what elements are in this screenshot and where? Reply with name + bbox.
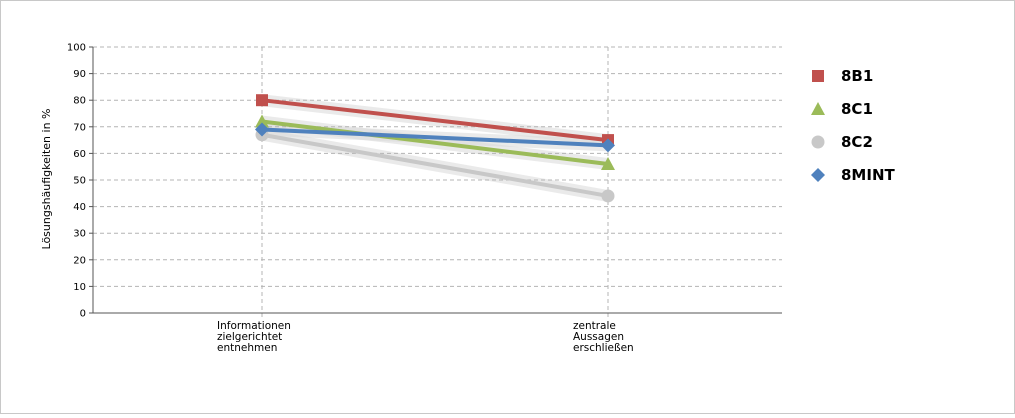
y-tick-label-10: 10 — [73, 282, 86, 293]
legend-marker-8MINT — [811, 168, 825, 182]
category-labels: Informationen zielgerichtet entnehmen zentr… — [217, 320, 634, 354]
legend-label-8C1: 8C1 — [841, 100, 873, 118]
legend-label-8MINT: 8MINT — [841, 166, 895, 184]
series-layer — [255, 94, 615, 203]
tick-labels: 0 10 20 30 40 50 60 70 80 90 100 — [67, 43, 86, 320]
series-line-8B1 — [260, 98, 610, 143]
point-8C2-1 — [601, 189, 615, 203]
point-8MINT-1 — [601, 138, 615, 153]
point-8MINT-0 — [255, 122, 269, 137]
legend-label-8C2: 8C2 — [841, 133, 873, 151]
point-8C1-0 — [255, 114, 269, 128]
y-tick-label-90: 90 — [73, 69, 86, 80]
y-tick-label-60: 60 — [73, 149, 86, 160]
x-category-label-0: Informationen zielgerichtet entnehmen — [217, 320, 291, 354]
point-8C1-1 — [601, 157, 615, 171]
legend-marker-8C1 — [811, 102, 825, 115]
y-tick-label-20: 20 — [73, 255, 86, 266]
series-line-8C2 — [260, 132, 610, 198]
series-line-8MINT — [260, 127, 610, 148]
series-line-8C1 — [260, 119, 610, 167]
y-tick-label-80: 80 — [73, 96, 86, 107]
y-tick-label-100: 100 — [67, 43, 86, 54]
point-8B1-0 — [256, 94, 268, 107]
y-tick-label-0: 0 — [80, 309, 86, 320]
y-tick-label-30: 30 — [73, 229, 86, 240]
legend-marker-8B1 — [812, 70, 824, 82]
y-tick-label-50: 50 — [73, 176, 86, 187]
legend-label-8B1: 8B1 — [841, 67, 873, 85]
legend: 8B1 8C1 8C2 8MINT — [811, 67, 895, 184]
grid-lines — [93, 46, 782, 319]
legend-item-8MINT: 8MINT — [811, 166, 895, 184]
legend-item-8C1: 8C1 — [811, 100, 873, 118]
y-tick-label-40: 40 — [73, 202, 86, 213]
x-category-label-1: zentrale Aussagen erschließen — [573, 320, 634, 354]
y-axis-label: Lösungshäufigkeiten in % — [40, 109, 53, 250]
legend-marker-8C2 — [811, 135, 825, 149]
legend-item-8C2: 8C2 — [811, 133, 873, 151]
y-tick-label-70: 70 — [73, 122, 86, 133]
axes — [89, 46, 782, 314]
legend-item-8B1: 8B1 — [812, 67, 873, 85]
